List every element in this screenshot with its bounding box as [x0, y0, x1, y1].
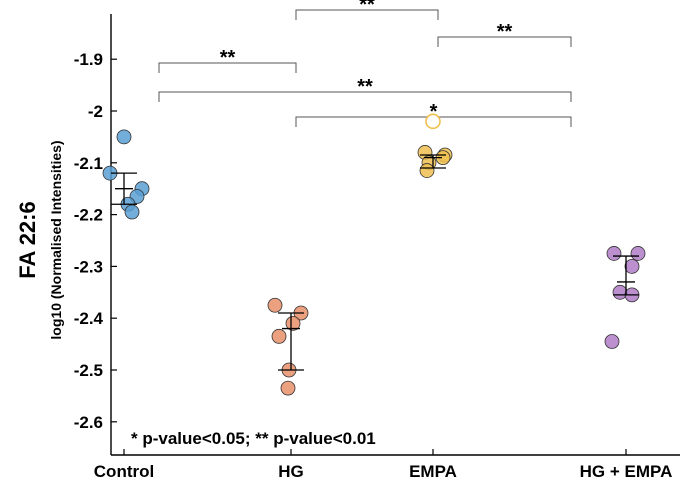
data-point [116, 129, 132, 145]
significance-label: ** [359, 0, 375, 16]
significance-bracket [158, 91, 572, 102]
y-tick-label: -2.5 [74, 361, 103, 380]
data-point [612, 284, 628, 300]
data-point [630, 246, 646, 261]
outlier-point [425, 113, 441, 130]
y-tick-label: -2.4 [74, 309, 104, 328]
significance-label: * [430, 101, 438, 123]
data-point [604, 334, 620, 349]
axes: -1.9 -2 -2.1 -2.2 -2.3 -2.4 -2.5 -2.6 Control HG E… [74, 14, 680, 481]
x-tick-label: EMPA [409, 462, 457, 481]
y-axis-title: FA 22:6 [15, 201, 40, 278]
significance-label: ** [497, 21, 513, 43]
data-point [271, 328, 287, 344]
y-tick-label: -2.3 [74, 257, 103, 276]
data-point [624, 258, 640, 274]
significance-bracket [158, 62, 297, 73]
significance-note: * p-value<0.05; ** p-value<0.01 [131, 429, 376, 448]
data-point [285, 315, 301, 331]
y-tick-label: -2.2 [74, 206, 103, 225]
significance-bracket [437, 36, 572, 47]
data-point [606, 246, 622, 261]
significance-bracket [295, 9, 439, 20]
data-point [280, 380, 296, 396]
error-bars [111, 154, 639, 371]
x-tick-label: Control [94, 462, 154, 481]
significance-label: ** [220, 47, 236, 69]
significance-label: ** [357, 76, 373, 98]
x-tick-label: HG [278, 462, 304, 481]
y-tick-label: -1.9 [74, 50, 103, 69]
y-tick-label: -2.6 [74, 413, 103, 432]
data-marks [102, 113, 646, 396]
data-point [267, 297, 283, 313]
data-point [124, 204, 140, 220]
y-axis-label: log10 (Normalised Intensities) [48, 140, 64, 339]
y-tick-label: -2 [88, 102, 103, 121]
data-point [419, 163, 435, 178]
y-tick-label: -2.1 [74, 154, 103, 173]
significance-brackets: ********* [158, 0, 572, 127]
x-tick-label: HG + EMPA [580, 462, 673, 481]
